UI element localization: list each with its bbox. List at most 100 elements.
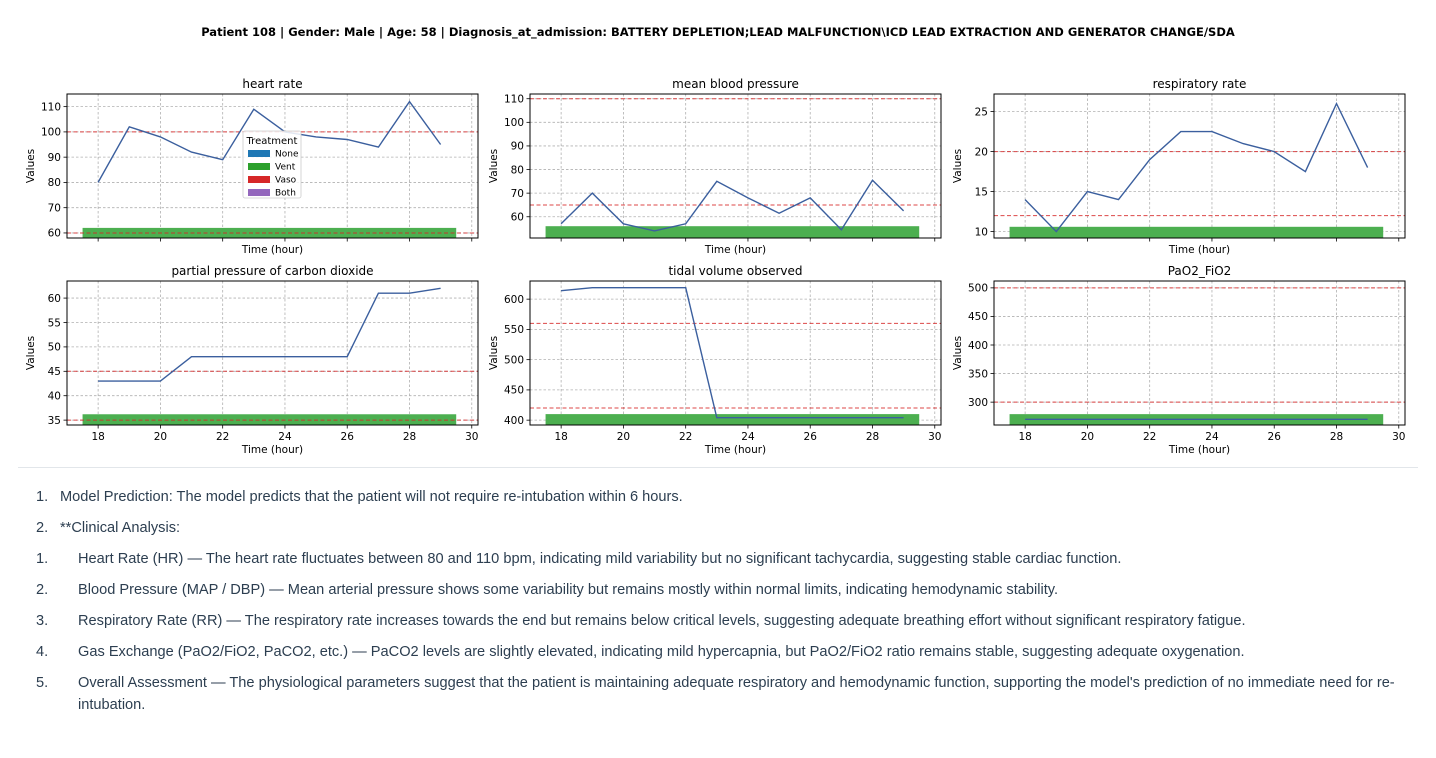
x-tick-label: 30 <box>928 431 941 443</box>
chart-panels: 60 70 80 90 100 110 heart rate Time (hour) Value… <box>25 77 1406 456</box>
chart-title: heart rate <box>242 77 302 91</box>
chart-panel: 60 70 80 90 100 110 heart rate Time (hour) Value… <box>25 77 479 256</box>
y-axis-label: Values <box>952 149 964 183</box>
chart-panel: 300 350 400 450 500 18 20 22 24 26 28 30 PaO2_FiO2 Ti… <box>952 264 1406 456</box>
y-tick-label: 10 <box>975 226 988 238</box>
figure-title: Patient 108 | Gender: Male | Age: 58 | D… <box>201 25 1235 40</box>
x-axis-label: Time (hour) <box>1168 244 1230 256</box>
x-axis-label: Time (hour) <box>241 244 303 256</box>
axes-frame <box>529 93 942 239</box>
x-tick-label: 28 <box>866 431 879 443</box>
y-tick-label: 50 <box>48 342 61 354</box>
y-tick-label: 450 <box>968 311 988 323</box>
series-line <box>1024 101 1369 233</box>
legend-swatch-none <box>248 150 270 157</box>
y-tick-label: 55 <box>48 317 61 329</box>
note-text: Model Prediction: The model predicts tha… <box>60 489 683 505</box>
axes-frame <box>993 93 1406 239</box>
x-tick-label: 28 <box>403 431 416 443</box>
x-tick-label: 22 <box>1143 431 1156 443</box>
chart-panel: 60 70 80 90 100 110 mean blood pressure Time (h… <box>488 77 942 256</box>
x-tick-label: 20 <box>617 431 630 443</box>
y-tick-label: 110 <box>504 94 524 106</box>
chart-title: partial pressure of carbon dioxide <box>171 264 373 278</box>
legend-label-vaso: Vaso <box>275 176 297 186</box>
y-tick-label: 90 <box>48 152 61 164</box>
y-tick-label: 500 <box>968 283 988 295</box>
x-tick-label: 18 <box>91 431 104 443</box>
y-tick-label: 15 <box>975 186 988 198</box>
y-tick-label: 550 <box>504 324 524 336</box>
legend-title: Treatment <box>246 136 298 147</box>
y-tick-label: 400 <box>504 415 524 427</box>
y-tick-label: 300 <box>968 397 988 409</box>
x-tick-label: 24 <box>278 431 292 443</box>
chart-panel: 10 15 20 25 respiratory rate Time (hour) Value… <box>952 77 1406 256</box>
note-text: Blood Pressure (MAP / DBP) — Mean arteri… <box>78 582 1059 598</box>
y-tick-label: 90 <box>511 141 524 153</box>
note-number: 4. <box>36 644 49 660</box>
treatment-band-vent <box>1009 226 1384 238</box>
x-tick-label: 22 <box>216 431 229 443</box>
divider <box>18 467 1418 468</box>
chart-title: tidal volume observed <box>668 264 802 278</box>
y-axis-label: Values <box>488 149 500 183</box>
x-tick-label: 20 <box>154 431 167 443</box>
y-tick-label: 80 <box>48 177 61 189</box>
legend-swatch-vent <box>248 163 270 170</box>
y-tick-label: 400 <box>968 340 988 352</box>
legend-swatch-vaso <box>248 176 270 183</box>
y-tick-label: 45 <box>48 366 61 378</box>
y-tick-label: 600 <box>504 294 524 306</box>
x-tick-label: 18 <box>1018 431 1031 443</box>
note-number: 2. <box>36 582 49 598</box>
y-axis-label: Values <box>952 336 964 370</box>
x-tick-label: 28 <box>1330 431 1343 443</box>
y-tick-label: 70 <box>511 188 524 200</box>
chart-panel: 400 450 500 550 600 18 20 22 24 26 28 30 tidal volum… <box>488 264 942 456</box>
note-number: 3. <box>36 613 49 629</box>
x-axis-label: Time (hour) <box>704 244 766 256</box>
y-tick-label: 35 <box>48 415 61 427</box>
note-text: Heart Rate (HR) — The heart rate fluctua… <box>78 551 1122 567</box>
y-tick-label: 25 <box>975 106 988 118</box>
y-tick-label: 70 <box>48 202 61 214</box>
x-axis-label: Time (hour) <box>241 444 303 456</box>
y-tick-label: 60 <box>48 293 61 305</box>
series-line <box>97 100 442 183</box>
x-tick-label: 22 <box>679 431 692 443</box>
x-tick-label: 30 <box>465 431 478 443</box>
x-tick-label: 26 <box>341 431 355 443</box>
y-tick-label: 60 <box>48 228 61 240</box>
y-tick-label: 100 <box>504 117 524 129</box>
y-axis-label: Values <box>25 336 37 370</box>
x-axis-label: Time (hour) <box>704 444 766 456</box>
chart-title: respiratory rate <box>1153 77 1247 91</box>
y-tick-label: 60 <box>511 212 524 224</box>
series-line <box>560 179 905 232</box>
x-tick-label: 30 <box>1392 431 1405 443</box>
note-text: Respiratory Rate (RR) — The respiratory … <box>78 613 1246 629</box>
note-text: Overall Assessment — The physiological p… <box>78 675 1395 713</box>
legend-label-both: Both <box>275 189 296 199</box>
y-axis-label: Values <box>25 149 37 183</box>
note-text: **Clinical Analysis: <box>60 520 181 536</box>
axes-frame <box>993 280 1406 426</box>
x-tick-label: 20 <box>1081 431 1094 443</box>
series-line <box>561 287 904 419</box>
chart-title: mean blood pressure <box>672 77 799 91</box>
chart-panel: 35 40 45 50 55 60 18 20 22 24 26 28 30 partial pressu… <box>25 264 479 456</box>
y-tick-label: 450 <box>504 385 524 397</box>
axes-frame <box>66 280 479 426</box>
y-tick-label: 110 <box>41 101 61 113</box>
x-tick-label: 26 <box>1268 431 1282 443</box>
chart-title: PaO2_FiO2 <box>1168 264 1232 278</box>
x-axis-label: Time (hour) <box>1168 444 1230 456</box>
x-tick-label: 24 <box>741 431 755 443</box>
x-tick-label: 24 <box>1205 431 1219 443</box>
y-axis-label: Values <box>488 336 500 370</box>
x-tick-label: 26 <box>804 431 818 443</box>
legend-label-vent: Vent <box>275 163 296 173</box>
legend-label-none: None <box>275 150 299 160</box>
legend-swatch-both <box>248 189 270 196</box>
